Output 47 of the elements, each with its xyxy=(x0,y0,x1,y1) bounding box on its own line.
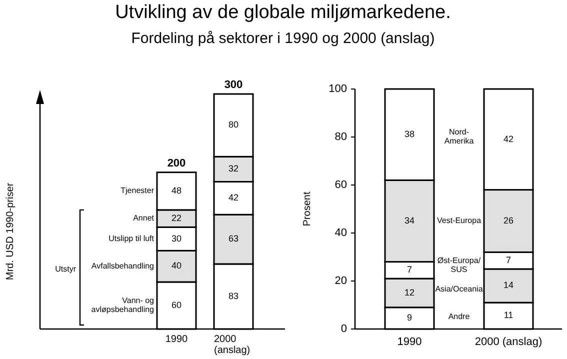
total-label: 300 xyxy=(224,79,243,91)
y-tick-label: 40 xyxy=(334,226,347,239)
chart-title: Utvikling av de globale miljømarkedene. xyxy=(115,2,451,23)
x-tick-label: 2000 (anslag) xyxy=(474,336,542,348)
series-label: Vann- og avløpsbehandling xyxy=(91,296,154,314)
data-label: 38 xyxy=(404,128,415,139)
data-label: 48 xyxy=(171,186,182,196)
y-axis-title: Prosent xyxy=(302,192,313,226)
y-axis-title: Mrd. USD 1990-priser xyxy=(5,182,16,280)
series-label: Avfallsbehandling xyxy=(91,261,154,270)
y-tick-label: 0 xyxy=(340,322,347,335)
series-label: Asia/Oceania xyxy=(435,284,484,294)
data-label: 83 xyxy=(228,290,239,301)
x-tick-label: 1990 xyxy=(165,334,188,345)
x-tick-label: 2000 (anslag) xyxy=(214,334,250,356)
data-label: 14 xyxy=(503,280,514,290)
y-tick-label: 60 xyxy=(334,178,347,191)
series-label: Utslipp til luft xyxy=(108,234,155,244)
chart-subtitle: Fordeling på sektorer i 1990 og 2000 (anslag) xyxy=(131,30,435,47)
data-label: 63 xyxy=(228,234,239,244)
data-label: 11 xyxy=(504,310,514,320)
data-label: 22 xyxy=(171,212,182,223)
data-label: 7 xyxy=(506,254,512,265)
data-label: 42 xyxy=(228,192,239,203)
series-label: Annet xyxy=(133,214,155,223)
data-label: 32 xyxy=(228,164,239,174)
series-label: Vest-Europa xyxy=(436,216,482,226)
y-tick-label: 80 xyxy=(334,130,347,143)
series-label: Tjenester xyxy=(120,186,154,196)
data-label: 7 xyxy=(406,264,412,275)
data-label: 34 xyxy=(404,215,415,226)
data-label: 60 xyxy=(171,300,182,310)
data-label: 80 xyxy=(228,120,239,130)
series-label: Øst-Europa/ SUS xyxy=(437,256,482,274)
data-label: 26 xyxy=(503,215,514,226)
data-label: 40 xyxy=(171,260,182,271)
data-label: 9 xyxy=(406,312,412,323)
data-label: 12 xyxy=(404,287,415,298)
y-tick-label: 100 xyxy=(328,82,347,95)
x-tick-label: 1990 xyxy=(397,336,422,348)
total-label: 200 xyxy=(167,157,186,170)
text: Utstyr xyxy=(55,264,76,274)
series-label: Nord- Amerika xyxy=(444,128,474,146)
y-tick-label: 20 xyxy=(334,274,347,287)
data-label: 42 xyxy=(503,134,514,144)
data-label: 30 xyxy=(171,233,182,244)
series-label: Andre xyxy=(448,312,470,322)
